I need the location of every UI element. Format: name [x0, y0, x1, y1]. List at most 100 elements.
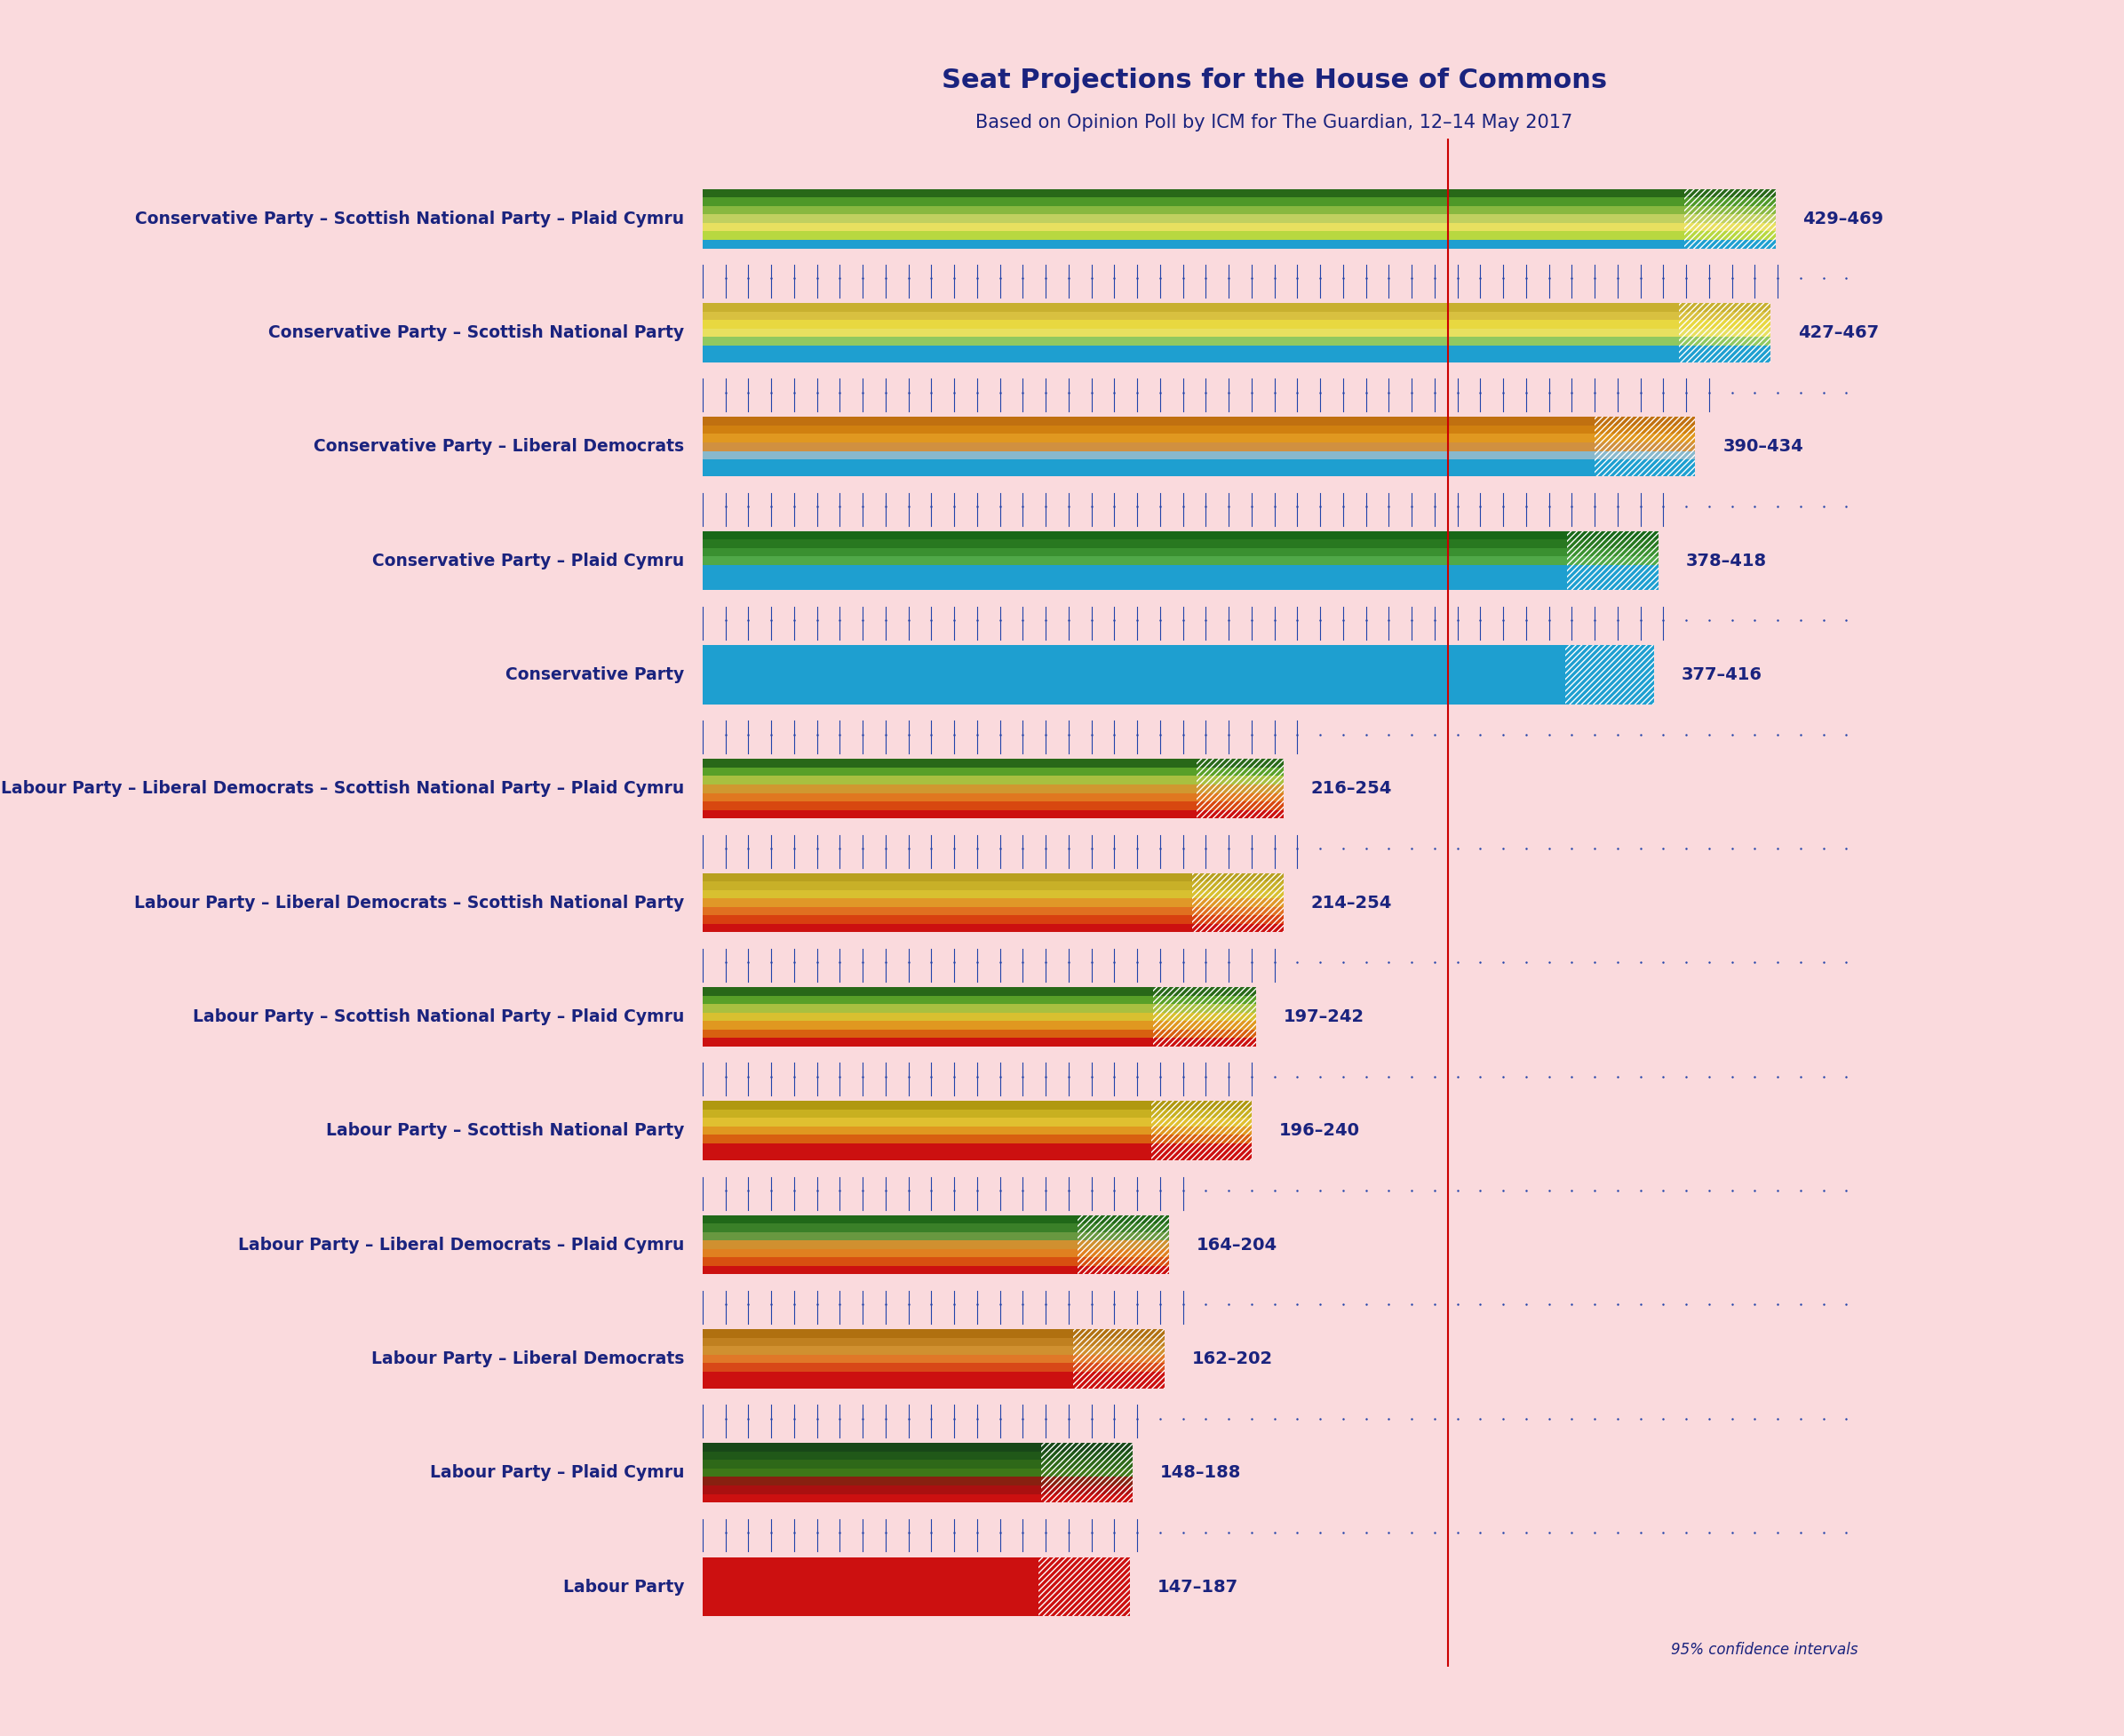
Bar [1568, 573, 1659, 582]
Bar [703, 1215, 1077, 1224]
Bar [703, 767, 1196, 776]
Bar [1041, 1460, 1132, 1469]
Bar [703, 443, 1595, 451]
Bar [703, 882, 1192, 891]
Bar [703, 1575, 1039, 1583]
Bar [1073, 1354, 1164, 1363]
Bar [1192, 873, 1283, 882]
Text: 377–416: 377–416 [1682, 667, 1763, 684]
Text: 214–254: 214–254 [1311, 894, 1391, 911]
Text: Labour Party – Liberal Democrats: Labour Party – Liberal Democrats [372, 1351, 684, 1368]
Bar [1568, 540, 1659, 549]
Bar [703, 1266, 1077, 1274]
Bar [703, 1144, 1151, 1153]
Bar [703, 573, 1568, 582]
Bar [1568, 540, 1659, 549]
Bar [1041, 1495, 1132, 1502]
Bar [703, 1153, 1151, 1160]
Bar [1568, 582, 1659, 590]
Bar [1684, 222, 1776, 231]
Bar [1073, 1354, 1164, 1363]
Text: Conservative Party: Conservative Party [506, 667, 684, 684]
Bar [1153, 995, 1255, 1003]
Bar [1073, 1363, 1164, 1371]
Bar [1595, 460, 1695, 469]
Bar [703, 425, 1595, 434]
Bar [1153, 1003, 1255, 1012]
Bar [1196, 793, 1283, 802]
Bar [703, 1477, 1041, 1486]
Bar [1196, 785, 1283, 793]
Bar [703, 915, 1192, 924]
Bar [1153, 1021, 1255, 1029]
Bar [1196, 776, 1283, 785]
Bar [703, 311, 1680, 319]
Bar [703, 549, 1568, 557]
Bar [1153, 1003, 1255, 1012]
Bar [1680, 354, 1771, 363]
Bar [1073, 1380, 1164, 1389]
Bar [1595, 469, 1695, 476]
Bar [1568, 564, 1659, 573]
Text: Labour Party – Plaid Cymru: Labour Party – Plaid Cymru [429, 1463, 684, 1481]
Bar [703, 345, 1680, 354]
Bar [1565, 679, 1655, 687]
Bar [1077, 1224, 1168, 1233]
Text: Based on Opinion Poll by ICM for The Guardian, 12–14 May 2017: Based on Opinion Poll by ICM for The Gua… [975, 113, 1574, 132]
Bar [703, 1248, 1077, 1257]
Bar [1684, 189, 1776, 198]
Bar [1192, 906, 1283, 915]
Bar [1151, 1118, 1251, 1127]
Bar [703, 451, 1595, 460]
Bar [1192, 899, 1283, 906]
Bar [1077, 1215, 1168, 1224]
Bar [1041, 1443, 1132, 1451]
Bar [703, 670, 1565, 679]
Bar [1565, 687, 1655, 696]
Bar [1077, 1266, 1168, 1274]
Bar [1192, 906, 1283, 915]
Bar [1151, 1127, 1251, 1135]
Bar [703, 1337, 1073, 1345]
Bar [1565, 661, 1655, 670]
Bar [703, 215, 1684, 222]
Text: Conservative Party – Plaid Cymru: Conservative Party – Plaid Cymru [372, 552, 684, 569]
Bar [1077, 1233, 1168, 1241]
Bar [1568, 564, 1659, 573]
Text: 164–204: 164–204 [1196, 1236, 1277, 1253]
Bar [703, 1469, 1041, 1477]
Text: 197–242: 197–242 [1283, 1009, 1364, 1026]
Bar [703, 1486, 1041, 1495]
Bar [1077, 1233, 1168, 1241]
Bar [1192, 924, 1283, 932]
Bar [1565, 696, 1655, 705]
Bar [1151, 1153, 1251, 1160]
Bar [1041, 1486, 1132, 1495]
Bar [1595, 434, 1695, 443]
Bar [1680, 311, 1771, 319]
Text: Labour Party – Liberal Democrats – Scottish National Party – Plaid Cymru: Labour Party – Liberal Democrats – Scott… [0, 779, 684, 797]
Bar [1073, 1337, 1164, 1345]
Bar [1568, 582, 1659, 590]
Bar [1151, 1109, 1251, 1118]
Bar [1684, 215, 1776, 222]
Bar [703, 1460, 1041, 1469]
Bar [703, 564, 1568, 573]
Bar [1196, 776, 1283, 785]
Bar [703, 785, 1196, 793]
Bar [703, 1451, 1041, 1460]
Bar [703, 1029, 1153, 1038]
Bar [1039, 1575, 1130, 1583]
Bar [1039, 1583, 1130, 1590]
Bar [703, 1012, 1153, 1021]
Bar [1196, 811, 1283, 818]
Bar [1680, 304, 1771, 311]
Bar [1595, 451, 1695, 460]
Bar [1077, 1241, 1168, 1248]
Bar [1153, 995, 1255, 1003]
Text: 148–188: 148–188 [1160, 1463, 1240, 1481]
Bar [1196, 759, 1283, 767]
Bar [1039, 1599, 1130, 1608]
Bar [1151, 1101, 1251, 1109]
Bar [1680, 354, 1771, 363]
